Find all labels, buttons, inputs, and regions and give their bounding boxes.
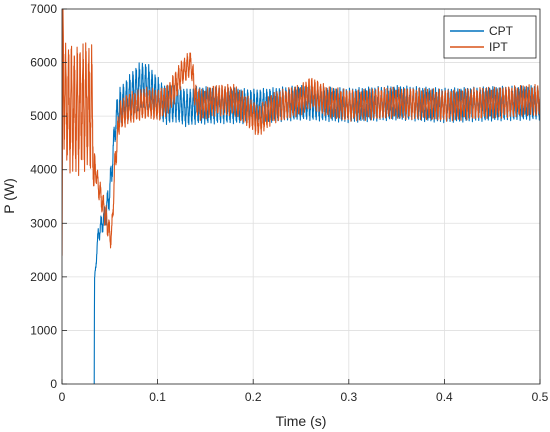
- y-tick-label: 3000: [30, 216, 57, 230]
- y-tick-label: 1000: [30, 323, 57, 337]
- y-tick-label: 5000: [30, 109, 57, 123]
- y-tick-label: 4000: [30, 163, 57, 177]
- plot-area: [62, 9, 540, 384]
- y-axis-label: P (W): [1, 178, 17, 214]
- x-tick-label: 0.2: [245, 390, 262, 404]
- plot-border: [61, 8, 541, 385]
- y-tick-label: 2000: [30, 270, 57, 284]
- x-ticks: 0 0.1 0.2 0.3 0.4 0.5: [59, 379, 549, 404]
- x-tick-label: 0.3: [340, 390, 357, 404]
- legend: CPT IPT: [443, 15, 537, 59]
- x-tick-label: 0.1: [149, 390, 166, 404]
- legend-box: [443, 15, 537, 59]
- series-line-ipt: [62, 9, 540, 256]
- y-ticks: 0 1000 2000 3000 4000 5000 6000 7000: [30, 2, 67, 391]
- x-tick-label: 0.4: [436, 390, 453, 404]
- y-tick-label: 0: [50, 377, 57, 391]
- x-axis-label: Time (s): [276, 413, 327, 429]
- x-tick-label: 0.5: [532, 390, 549, 404]
- y-tick-label: 7000: [30, 2, 57, 16]
- series-layer: [62, 9, 540, 384]
- x-tick-label: 0: [59, 390, 66, 404]
- legend-label-cpt: CPT: [489, 24, 514, 38]
- y-tick-label: 6000: [30, 56, 57, 70]
- legend-label-ipt: IPT: [489, 40, 508, 54]
